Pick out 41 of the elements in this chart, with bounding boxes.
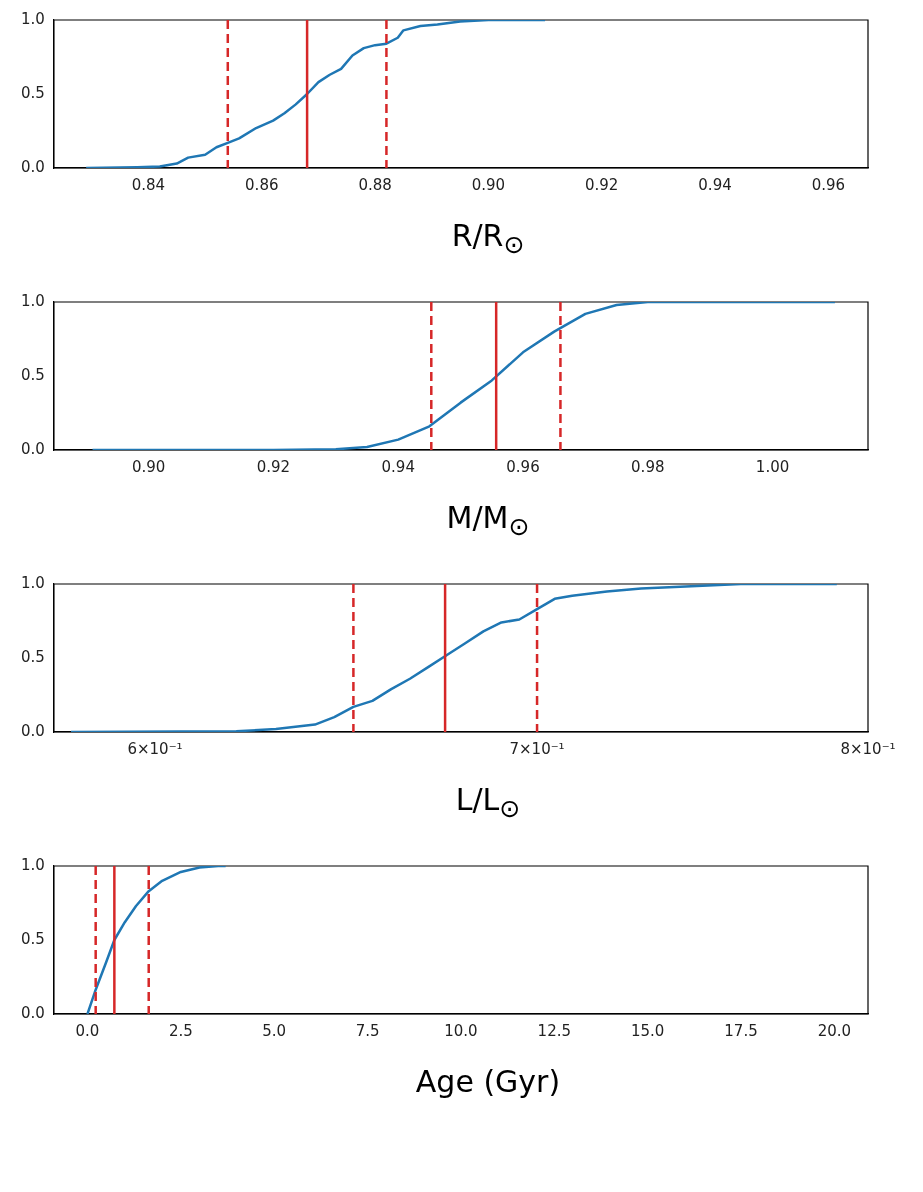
x-axis-title: R/R$_{⊙}$ [450, 218, 526, 259]
x-tick-label: 6×10⁻¹ [127, 739, 183, 758]
x-axis-title: L/L$_{⊙}$ [454, 782, 522, 823]
y-tick-label: 1.0 [21, 573, 45, 592]
x-tick-label: 0.96 [811, 175, 846, 194]
x-tick-label: 2.5 [168, 1021, 193, 1040]
x-tick-label: 12.5 [537, 1021, 571, 1040]
x-tick-label: 0.86 [245, 175, 279, 194]
x-tick-label: 0.92 [256, 457, 291, 476]
x-tick-label: 1.00 [755, 457, 790, 476]
x-tick-label: 0.90 [471, 175, 506, 194]
x-tick-label: 0.98 [631, 457, 665, 476]
x-tick-label: 15.0 [630, 1021, 665, 1040]
x-tick-label: 17.5 [724, 1021, 758, 1040]
y-tick-label: 1.0 [21, 9, 45, 28]
x-tick-label: 10.0 [444, 1021, 478, 1040]
x-tick-label: 0.84 [131, 175, 166, 194]
x-tick-label: 7.5 [355, 1021, 380, 1040]
x-axis-title: Age (Gyr) [414, 1064, 562, 1099]
x-tick-label: 8×10⁻¹ [840, 739, 896, 758]
x-tick-label: 0.90 [131, 457, 166, 476]
y-tick-label: 0.0 [21, 1003, 45, 1022]
y-tick-label: 1.0 [21, 855, 45, 874]
x-tick-label: 20.0 [817, 1021, 852, 1040]
x-tick-label: 0.96 [506, 457, 540, 476]
y-tick-label: 0.5 [21, 365, 45, 384]
x-tick-label: 0.92 [585, 175, 619, 194]
y-tick-label: 0.5 [21, 929, 45, 948]
x-tick-label: 0.94 [698, 175, 732, 194]
x-tick-label: 7×10⁻¹ [509, 739, 565, 758]
y-tick-label: 0.0 [21, 721, 45, 740]
x-axis-title: M/M$_{⊙}$ [445, 500, 531, 541]
y-tick-label: 0.5 [21, 647, 45, 666]
y-tick-label: 1.0 [21, 291, 45, 310]
y-tick-label: 0.5 [21, 83, 45, 102]
x-tick-label: 5.0 [262, 1021, 287, 1040]
y-tick-label: 0.0 [21, 439, 45, 458]
y-tick-label: 0.0 [21, 157, 45, 176]
x-tick-label: 0.0 [75, 1021, 100, 1040]
x-tick-label: 0.88 [358, 175, 392, 194]
x-tick-label: 0.94 [381, 457, 415, 476]
